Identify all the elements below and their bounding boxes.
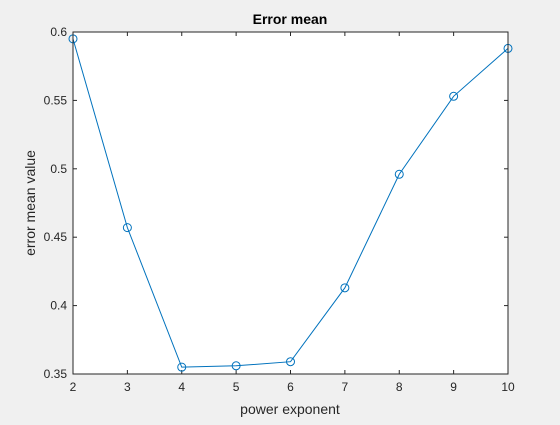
x-tick-label: 4	[178, 380, 185, 394]
data-point-marker	[122, 223, 132, 233]
y-axis-label: error mean value	[22, 150, 38, 256]
x-tick-label: 3	[124, 380, 131, 394]
series-layer	[68, 34, 513, 372]
x-tick-label: 10	[501, 380, 515, 394]
data-point-marker	[286, 357, 295, 367]
x-tick-label: 2	[70, 380, 77, 394]
x-tick-label: 9	[450, 380, 457, 394]
y-tick-label: 0.4	[50, 299, 67, 313]
series-line	[72, 38, 509, 368]
x-tick-label: 5	[233, 380, 240, 394]
chart-title: Error mean	[253, 11, 328, 27]
data-point-marker	[231, 361, 241, 371]
data-point-marker	[394, 169, 404, 179]
axes-box	[72, 31, 509, 375]
x-tick-label: 8	[396, 380, 403, 394]
y-tick-label: 0.35	[44, 367, 68, 381]
y-tick-label: 0.6	[50, 25, 67, 39]
y-tick-label: 0.5	[50, 162, 67, 176]
data-point-marker	[449, 91, 459, 101]
data-point-marker	[177, 362, 187, 372]
data-point-marker	[340, 283, 350, 293]
y-tick-label: 0.45	[44, 230, 68, 244]
y-tick-label: 0.55	[44, 93, 68, 107]
axes-background	[73, 32, 508, 374]
x-tick-label: 7	[342, 380, 349, 394]
x-axis-label: power exponent	[240, 401, 340, 417]
x-tick-label: 6	[287, 380, 294, 394]
